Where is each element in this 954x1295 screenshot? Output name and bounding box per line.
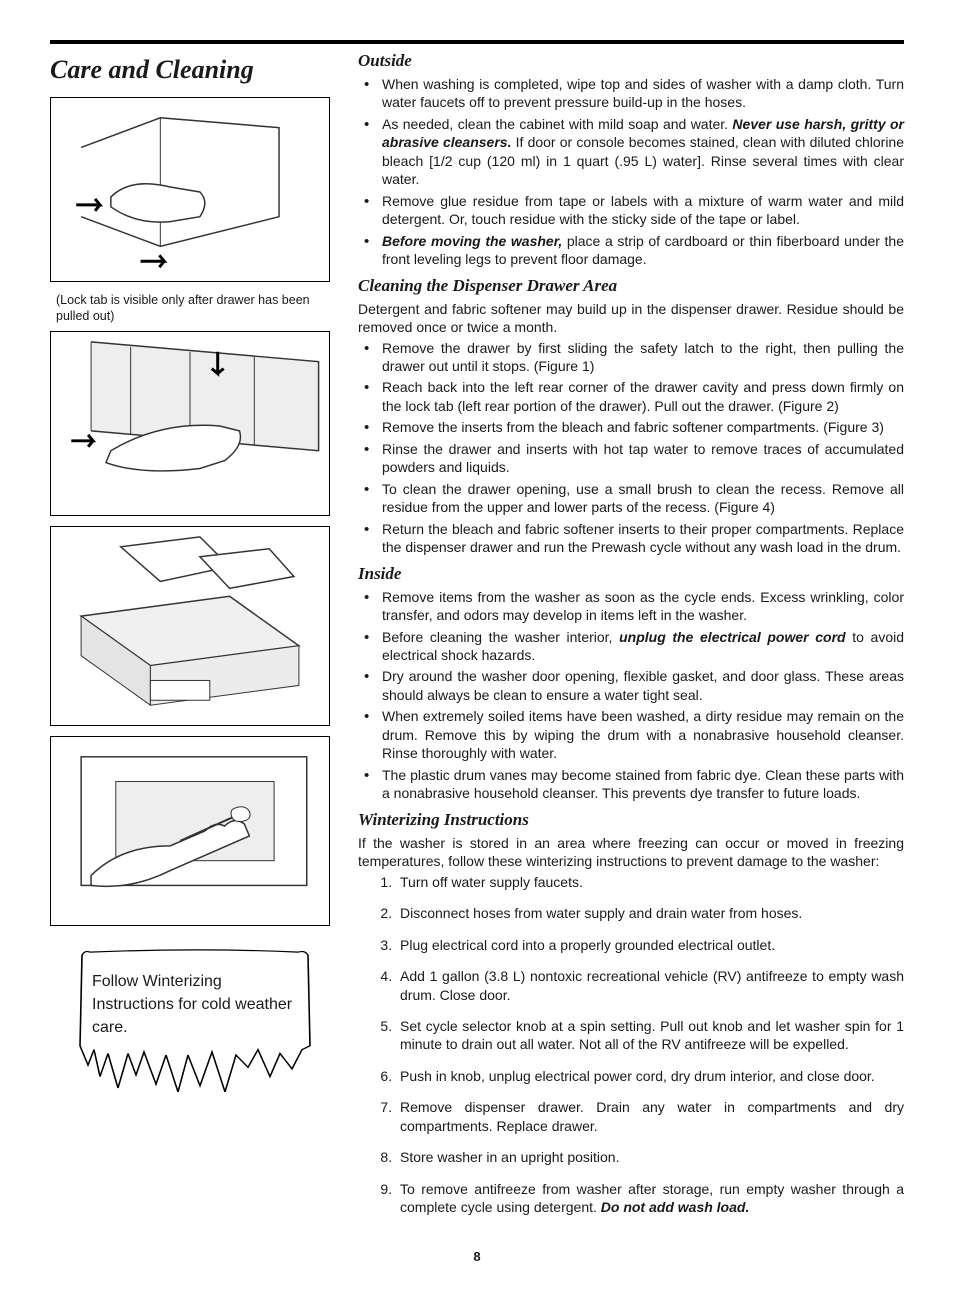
- winter-step: Push in knob, unplug electrical power co…: [396, 1067, 904, 1085]
- dispenser-item: Remove the inserts from the bleach and f…: [382, 418, 904, 436]
- section-title: Care and Cleaning: [50, 52, 340, 87]
- inside-list: Remove items from the washer as soon as …: [358, 588, 904, 803]
- callout-text: Follow Winterizing Instructions for cold…: [92, 973, 292, 1036]
- inside-item: The plastic drum vanes may become staine…: [382, 766, 904, 803]
- dispenser-intro: Detergent and fabric softener may build …: [358, 300, 904, 337]
- winter-step: To remove antifreeze from washer after s…: [396, 1180, 904, 1217]
- dispenser-item: Reach back into the left rear corner of …: [382, 378, 904, 415]
- right-column: Outside When washing is completed, wipe …: [358, 48, 904, 1230]
- winter-step: Set cycle selector knob at a spin settin…: [396, 1017, 904, 1054]
- outside-item: Before moving the washer, place a strip …: [382, 232, 904, 269]
- figure-1-illustration: [51, 98, 329, 281]
- winter-step: Turn off water supply faucets.: [396, 873, 904, 891]
- winter-step: Remove dispenser drawer. Drain any water…: [396, 1098, 904, 1135]
- page-layout: Care and Cleaning Figure 1 (Lock tab is …: [50, 48, 904, 1230]
- figure-2-caption: (Lock tab is visible only after drawer h…: [56, 292, 340, 325]
- winter-step: Store washer in an upright position.: [396, 1148, 904, 1166]
- winterizing-intro: If the washer is stored in an area where…: [358, 834, 904, 871]
- inside-item: Dry around the washer door opening, flex…: [382, 667, 904, 704]
- dispenser-item: Remove the drawer by first sliding the s…: [382, 339, 904, 376]
- winter-step: Add 1 gallon (3.8 L) nontoxic recreation…: [396, 967, 904, 1004]
- heading-winterizing: Winterizing Instructions: [358, 809, 904, 832]
- heading-outside: Outside: [358, 50, 904, 73]
- outside-item: As needed, clean the cabinet with mild s…: [382, 115, 904, 189]
- figure-1: Figure 1: [50, 97, 330, 282]
- outside-item: When washing is completed, wipe top and …: [382, 75, 904, 112]
- dispenser-list: Remove the drawer by first sliding the s…: [358, 339, 904, 557]
- left-column: Care and Cleaning Figure 1 (Lock tab is …: [50, 48, 340, 1230]
- figure-3-illustration: [51, 527, 329, 725]
- dispenser-item: Rinse the drawer and inserts with hot ta…: [382, 440, 904, 477]
- winter-step: Disconnect hoses from water supply and d…: [396, 904, 904, 922]
- figure-3: Figure 3: [50, 526, 330, 726]
- figure-4: Figure 4: [50, 736, 330, 926]
- winter-step: Plug electrical cord into a properly gro…: [396, 936, 904, 954]
- top-rule: [50, 40, 904, 44]
- outside-list: When washing is completed, wipe top and …: [358, 75, 904, 269]
- outside-item: Remove glue residue from tape or labels …: [382, 192, 904, 229]
- heading-inside: Inside: [358, 563, 904, 586]
- dispenser-item: Return the bleach and fabric softener in…: [382, 520, 904, 557]
- dispenser-item: To clean the drawer opening, use a small…: [382, 480, 904, 517]
- winterizing-steps: Turn off water supply faucets. Disconnec…: [358, 873, 904, 1217]
- page-number: 8: [50, 1248, 904, 1266]
- inside-item: When extremely soiled items have been wa…: [382, 707, 904, 762]
- figure-4-illustration: [51, 737, 329, 925]
- heading-dispenser: Cleaning the Dispenser Drawer Area: [358, 275, 904, 298]
- inside-item: Before cleaning the washer interior, unp…: [382, 628, 904, 665]
- winterizing-callout: Follow Winterizing Instructions for cold…: [70, 946, 320, 1100]
- figure-2-illustration: [51, 332, 329, 515]
- inside-item: Remove items from the washer as soon as …: [382, 588, 904, 625]
- figure-2: Figure 2: [50, 331, 330, 516]
